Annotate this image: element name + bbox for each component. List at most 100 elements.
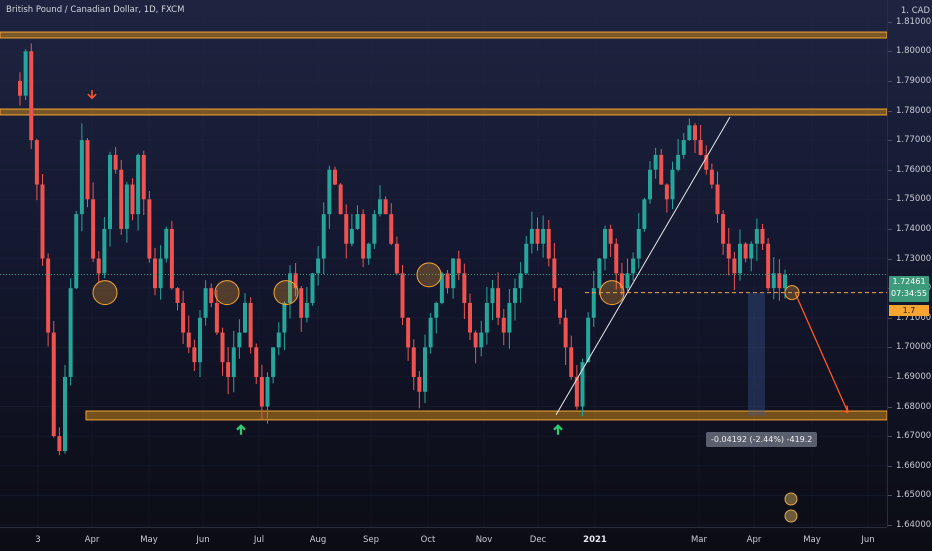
candle bbox=[96, 251, 101, 284]
candle-body bbox=[57, 436, 62, 451]
price-tick-label: 1.81000 bbox=[887, 16, 932, 27]
candle-body bbox=[591, 288, 596, 318]
candle bbox=[310, 272, 315, 306]
candle-body bbox=[355, 214, 360, 229]
candle bbox=[591, 271, 596, 327]
candle bbox=[676, 138, 681, 172]
candle-body bbox=[361, 214, 366, 259]
candle-body bbox=[513, 288, 517, 303]
candle bbox=[220, 327, 225, 376]
candle-body bbox=[434, 302, 439, 318]
price-tick-label: 1.79000 bbox=[887, 75, 932, 86]
candle-body bbox=[479, 332, 484, 348]
candle bbox=[698, 124, 703, 156]
candle-body bbox=[709, 169, 714, 185]
candle bbox=[108, 151, 112, 247]
candle bbox=[664, 183, 669, 213]
time-tick-label: Aug bbox=[309, 535, 327, 545]
candle-body bbox=[299, 288, 304, 318]
candle bbox=[338, 183, 343, 215]
candle bbox=[631, 252, 636, 281]
gridlines bbox=[0, 0, 887, 527]
candle-body bbox=[91, 199, 96, 259]
time-tick-label: Nov bbox=[475, 535, 493, 545]
candle-body bbox=[473, 332, 478, 348]
time-axis[interactable]: 3 Apr May Jun Jul Aug Sep Oct Nov Dec 2021 Mar Apr Ma… bbox=[0, 527, 887, 551]
candle bbox=[383, 196, 388, 215]
candle-body bbox=[704, 154, 709, 170]
candle bbox=[85, 137, 90, 208]
candle bbox=[282, 301, 287, 351]
candle bbox=[507, 288, 512, 349]
candle bbox=[248, 297, 253, 354]
candle bbox=[63, 365, 67, 454]
candle-body bbox=[670, 169, 675, 200]
candle bbox=[715, 171, 720, 223]
candle-body bbox=[74, 214, 79, 289]
candle bbox=[203, 280, 208, 326]
time-tick-label: Apr bbox=[746, 535, 762, 545]
candle-body bbox=[726, 243, 731, 259]
candle bbox=[608, 224, 613, 257]
candle-body bbox=[642, 199, 647, 229]
candle bbox=[361, 209, 366, 268]
candle bbox=[777, 259, 782, 301]
candle-body bbox=[664, 184, 669, 200]
price-tick-label: 1.75000 bbox=[887, 194, 932, 205]
candle-body bbox=[687, 125, 692, 141]
drawing-overlays bbox=[0, 90, 887, 523]
candle bbox=[333, 166, 337, 186]
highlight-circle bbox=[273, 280, 299, 306]
candle-body bbox=[411, 347, 416, 377]
highlight-circle bbox=[92, 280, 118, 306]
candle-body bbox=[153, 258, 157, 289]
price-tick-label: 1.65000 bbox=[887, 490, 932, 501]
candle bbox=[147, 190, 152, 263]
candle-body bbox=[113, 154, 118, 170]
candle-body bbox=[754, 228, 759, 244]
candle-body bbox=[214, 302, 219, 333]
candle-body bbox=[451, 258, 456, 289]
price-axis[interactable]: 1. CAD 1.81000 1.80000 1.79000 1.78000 1.770… bbox=[887, 0, 932, 530]
candle bbox=[141, 150, 146, 216]
highlight-circle bbox=[214, 280, 240, 306]
candle-body bbox=[406, 317, 411, 348]
candle-body bbox=[169, 228, 174, 289]
chart-plot-area[interactable] bbox=[0, 0, 887, 527]
time-tick-label: May bbox=[140, 535, 158, 545]
candle bbox=[68, 278, 73, 386]
candle-body bbox=[231, 347, 236, 377]
candle-body bbox=[136, 154, 141, 215]
up-arrow-icon bbox=[236, 424, 246, 435]
candle-body bbox=[614, 243, 619, 274]
candle bbox=[636, 213, 641, 269]
candle bbox=[451, 258, 456, 299]
candle-body bbox=[535, 228, 540, 244]
candle bbox=[732, 251, 737, 291]
candle bbox=[79, 123, 84, 232]
candle bbox=[57, 427, 62, 456]
candle-body bbox=[636, 228, 641, 259]
candle bbox=[119, 160, 124, 235]
level-price-tag: 1.7 bbox=[889, 305, 929, 316]
candle-body bbox=[186, 332, 191, 348]
candle-body bbox=[693, 125, 697, 141]
candle bbox=[535, 217, 540, 251]
candle-body bbox=[445, 273, 450, 289]
time-tick-label: Apr bbox=[84, 535, 100, 545]
time-tick-label: May bbox=[803, 535, 821, 545]
down-arrow-icon bbox=[87, 90, 97, 100]
trendline bbox=[555, 116, 731, 416]
candle bbox=[254, 343, 259, 384]
candle bbox=[124, 181, 129, 243]
candle-body bbox=[254, 347, 259, 377]
candle-body bbox=[288, 273, 292, 303]
candle-body bbox=[619, 273, 624, 289]
candle-body bbox=[243, 302, 247, 333]
candle bbox=[46, 253, 51, 347]
candle-body bbox=[34, 140, 39, 185]
candle-body bbox=[490, 288, 495, 303]
bar-countdown: 07:34:55 bbox=[891, 289, 927, 298]
time-tick-label: Oct bbox=[420, 535, 436, 545]
candle bbox=[597, 257, 602, 296]
